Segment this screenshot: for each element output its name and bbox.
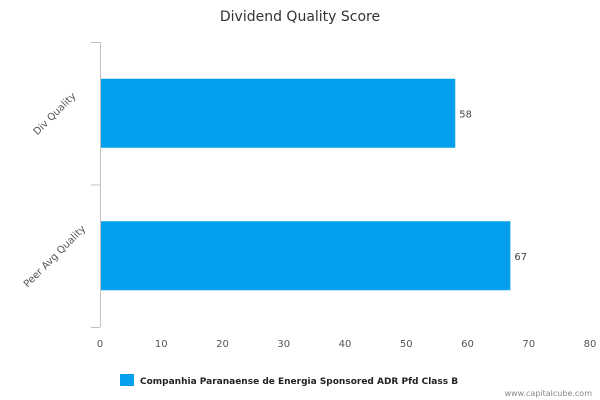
x-tick-label: 50 <box>400 339 413 350</box>
legend: Companhia Paranaense de Energia Sponsore… <box>120 374 458 387</box>
x-tick-label: 60 <box>461 339 474 350</box>
bar <box>101 78 456 148</box>
legend-label: Companhia Paranaense de Energia Sponsore… <box>140 377 458 387</box>
data-label: 58 <box>459 109 472 120</box>
credit-text: www.capitalcube.com <box>505 389 593 398</box>
bar-layer <box>101 78 511 291</box>
x-tick-label: 30 <box>277 339 290 350</box>
axis-layer: 0 10 20 30 40 50 60 70 80 <box>91 42 596 350</box>
chart-title: Dividend Quality Score <box>220 9 380 25</box>
x-tick-label: 0 <box>97 339 103 350</box>
x-tick-label: 70 <box>522 339 535 350</box>
category-label: Div Quality <box>32 91 79 138</box>
x-tick-label: 20 <box>216 339 229 350</box>
x-tick-label: 40 <box>339 339 352 350</box>
x-tick-label: 80 <box>584 339 597 350</box>
data-label: 67 <box>514 252 527 263</box>
bar <box>101 221 511 291</box>
legend-swatch <box>120 374 134 386</box>
category-label: Peer Avg Quality <box>22 224 88 290</box>
x-tick-label: 10 <box>155 339 168 350</box>
